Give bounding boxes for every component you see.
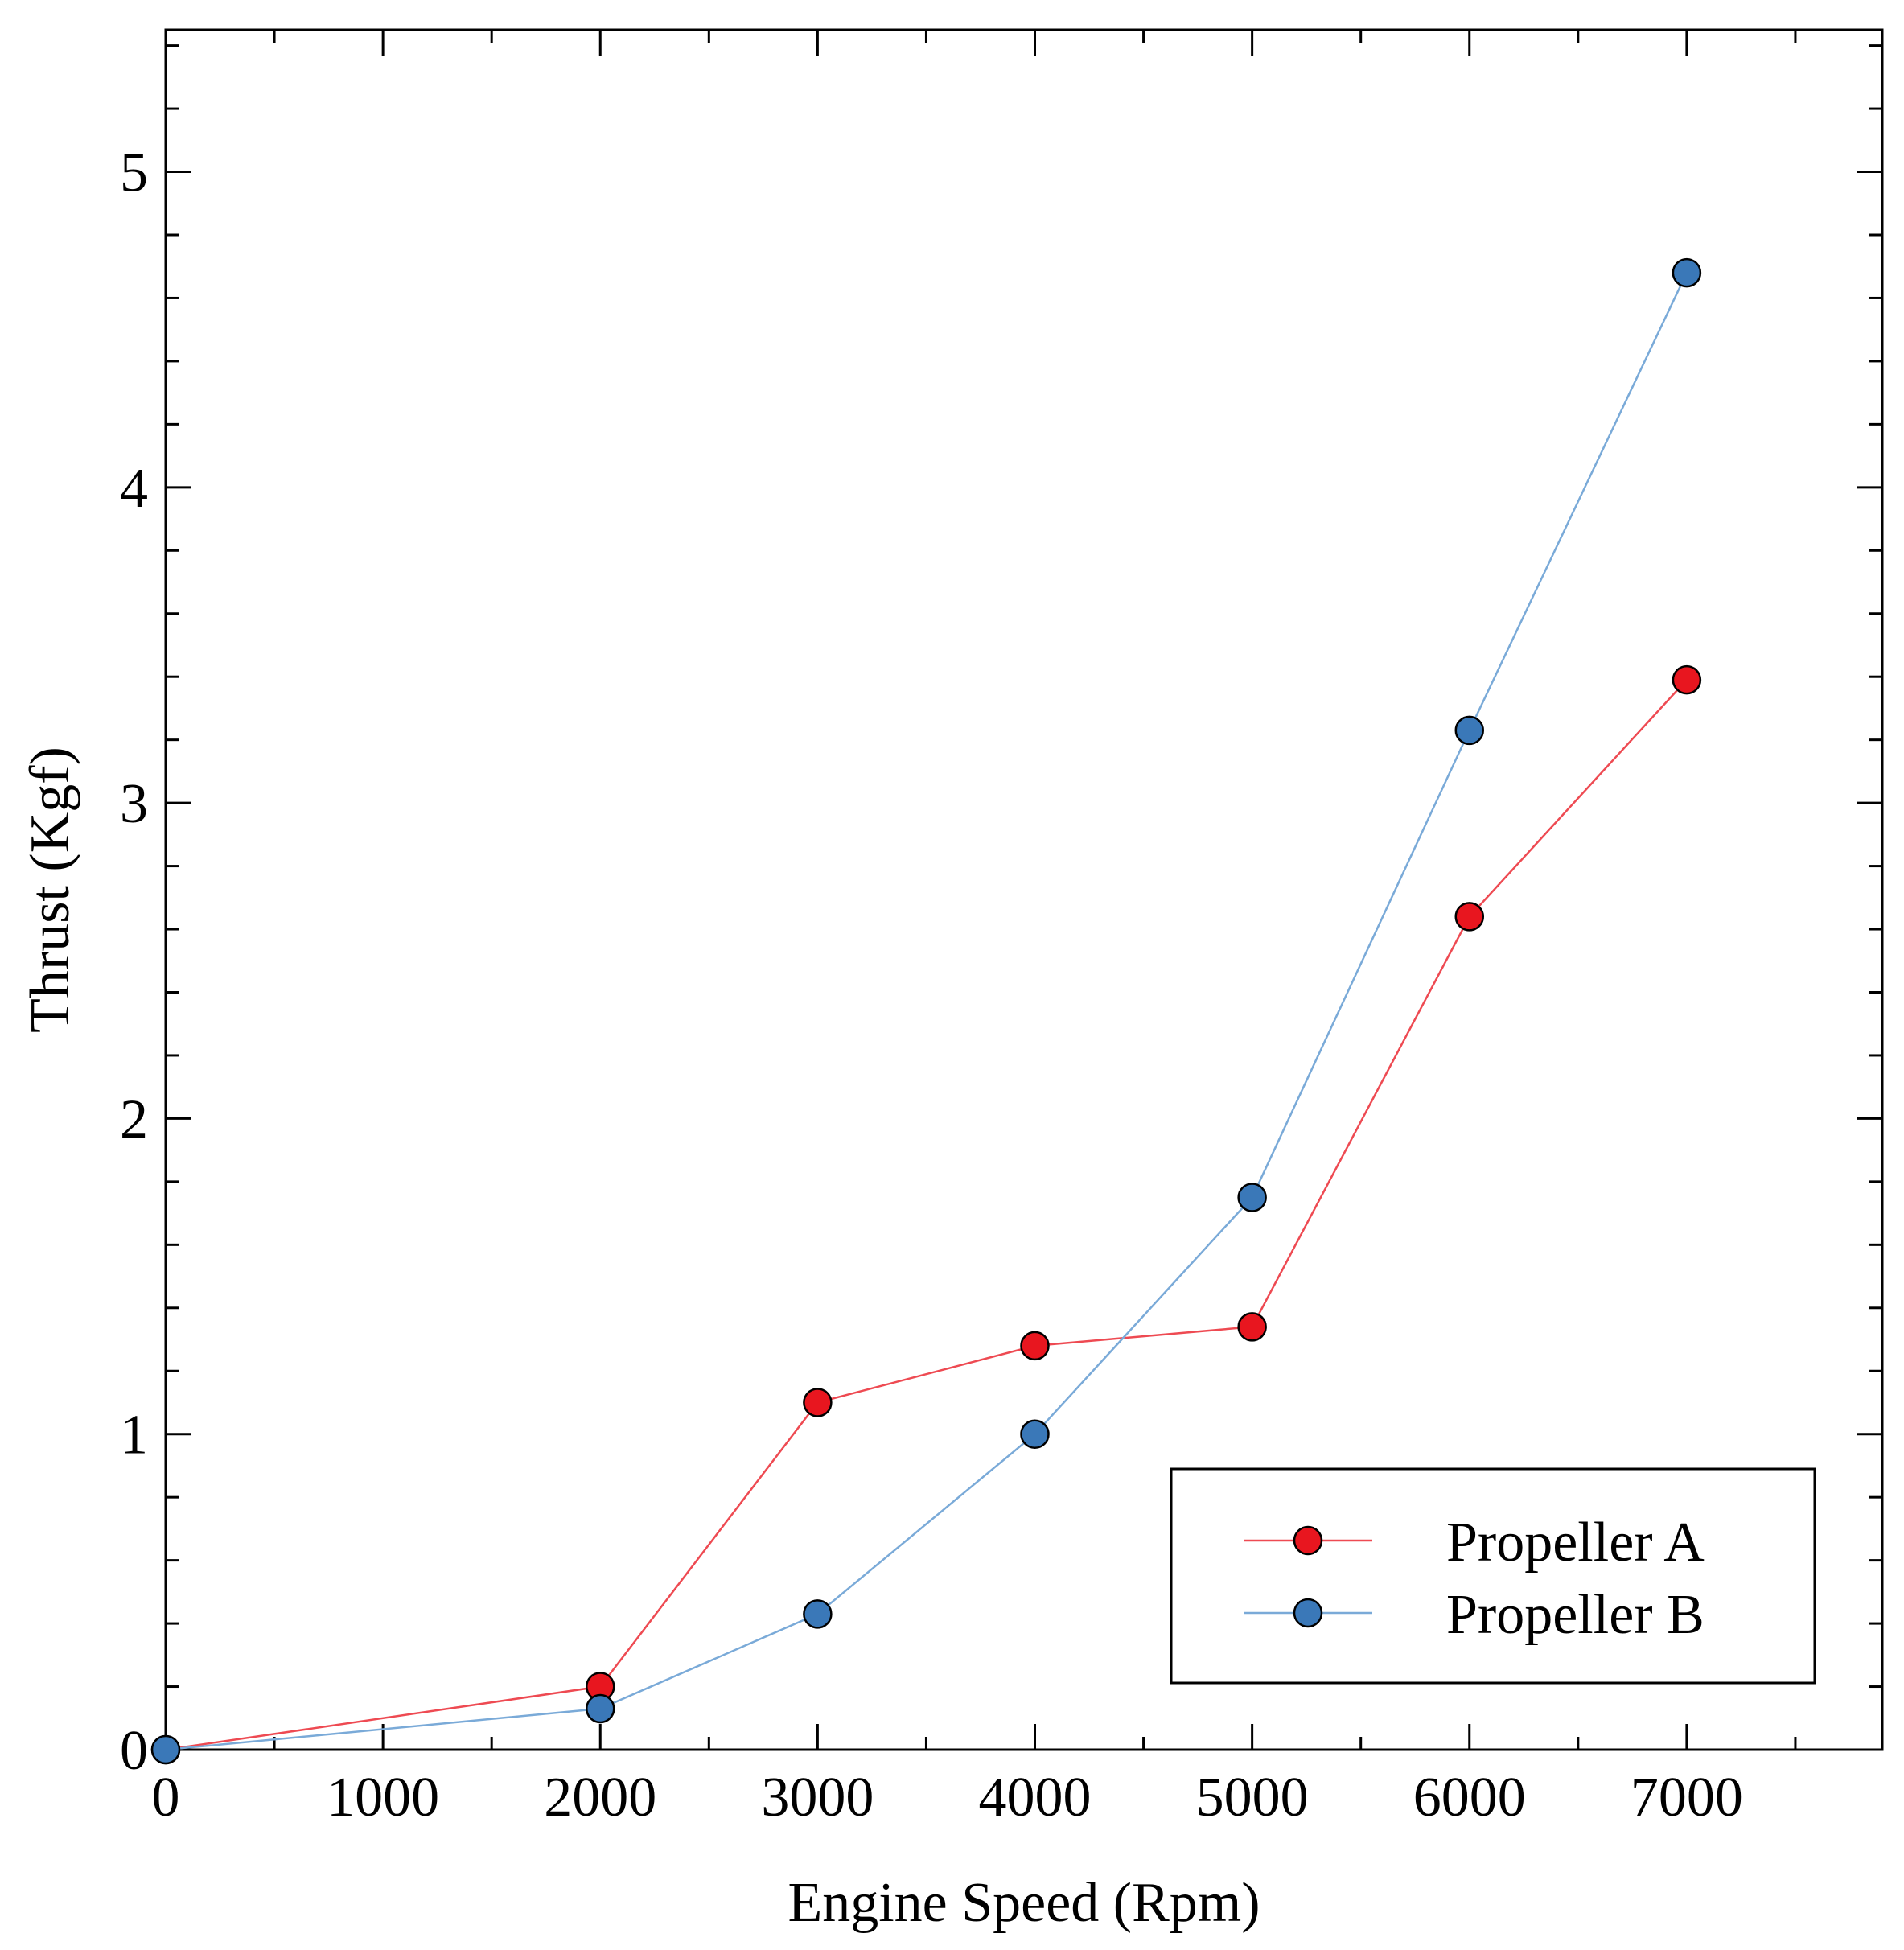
series-layer bbox=[150, 257, 1702, 1765]
point-propeller-b-3000 bbox=[803, 1599, 833, 1629]
x-tick-label-1000: 1000 bbox=[327, 1767, 439, 1829]
legend: Propeller A Propeller B bbox=[1170, 1467, 1816, 1685]
point-propeller-b-6000 bbox=[1454, 715, 1485, 746]
x-tick-label-3000: 3000 bbox=[761, 1767, 874, 1829]
y-tick-label-2: 2 bbox=[120, 1088, 148, 1150]
x-tick-label-4000: 4000 bbox=[979, 1767, 1092, 1829]
point-propeller-a-4000 bbox=[1020, 1331, 1050, 1361]
x-tick-labels: 0 1000 2000 3000 4000 5000 6000 7000 bbox=[152, 1767, 1743, 1829]
legend-marker-propeller-b bbox=[1293, 1598, 1323, 1628]
point-propeller-b-4000 bbox=[1020, 1419, 1050, 1449]
point-propeller-a-3000 bbox=[803, 1388, 833, 1417]
legend-label-propeller-b: Propeller B bbox=[1446, 1584, 1705, 1646]
y-tick-label-0: 0 bbox=[120, 1720, 148, 1782]
x-tick-label-7000: 7000 bbox=[1631, 1767, 1743, 1829]
legend-box bbox=[1170, 1467, 1816, 1685]
point-propeller-b-7000 bbox=[1672, 257, 1702, 288]
point-propeller-b-5000 bbox=[1237, 1183, 1267, 1212]
axis-ticks bbox=[164, 30, 1882, 1751]
y-tick-label-1: 1 bbox=[120, 1405, 148, 1467]
point-propeller-a-6000 bbox=[1454, 902, 1485, 932]
y-tick-labels: 0 1 2 3 4 5 bbox=[120, 142, 148, 1782]
plot-frame bbox=[164, 28, 1884, 1751]
point-propeller-b-0 bbox=[150, 1734, 181, 1765]
y-tick-label-3: 3 bbox=[120, 773, 148, 835]
x-tick-label-6000: 6000 bbox=[1413, 1767, 1526, 1829]
y-axis-title: Thrust (Kgf) bbox=[19, 747, 81, 1033]
series-propeller-b bbox=[150, 257, 1702, 1765]
point-propeller-a-5000 bbox=[1237, 1312, 1267, 1342]
x-tick-label-5000: 5000 bbox=[1196, 1767, 1309, 1829]
point-propeller-a-7000 bbox=[1672, 664, 1702, 695]
legend-label-propeller-a: Propeller A bbox=[1446, 1512, 1705, 1574]
x-tick-label-0: 0 bbox=[152, 1767, 180, 1829]
x-axis-title: Engine Speed (Rpm) bbox=[788, 1872, 1260, 1934]
y-tick-label-5: 5 bbox=[120, 142, 148, 204]
x-tick-label-2000: 2000 bbox=[544, 1767, 656, 1829]
y-tick-label-4: 4 bbox=[120, 458, 148, 520]
legend-marker-propeller-a bbox=[1293, 1525, 1323, 1556]
point-propeller-b-2000 bbox=[586, 1693, 615, 1724]
